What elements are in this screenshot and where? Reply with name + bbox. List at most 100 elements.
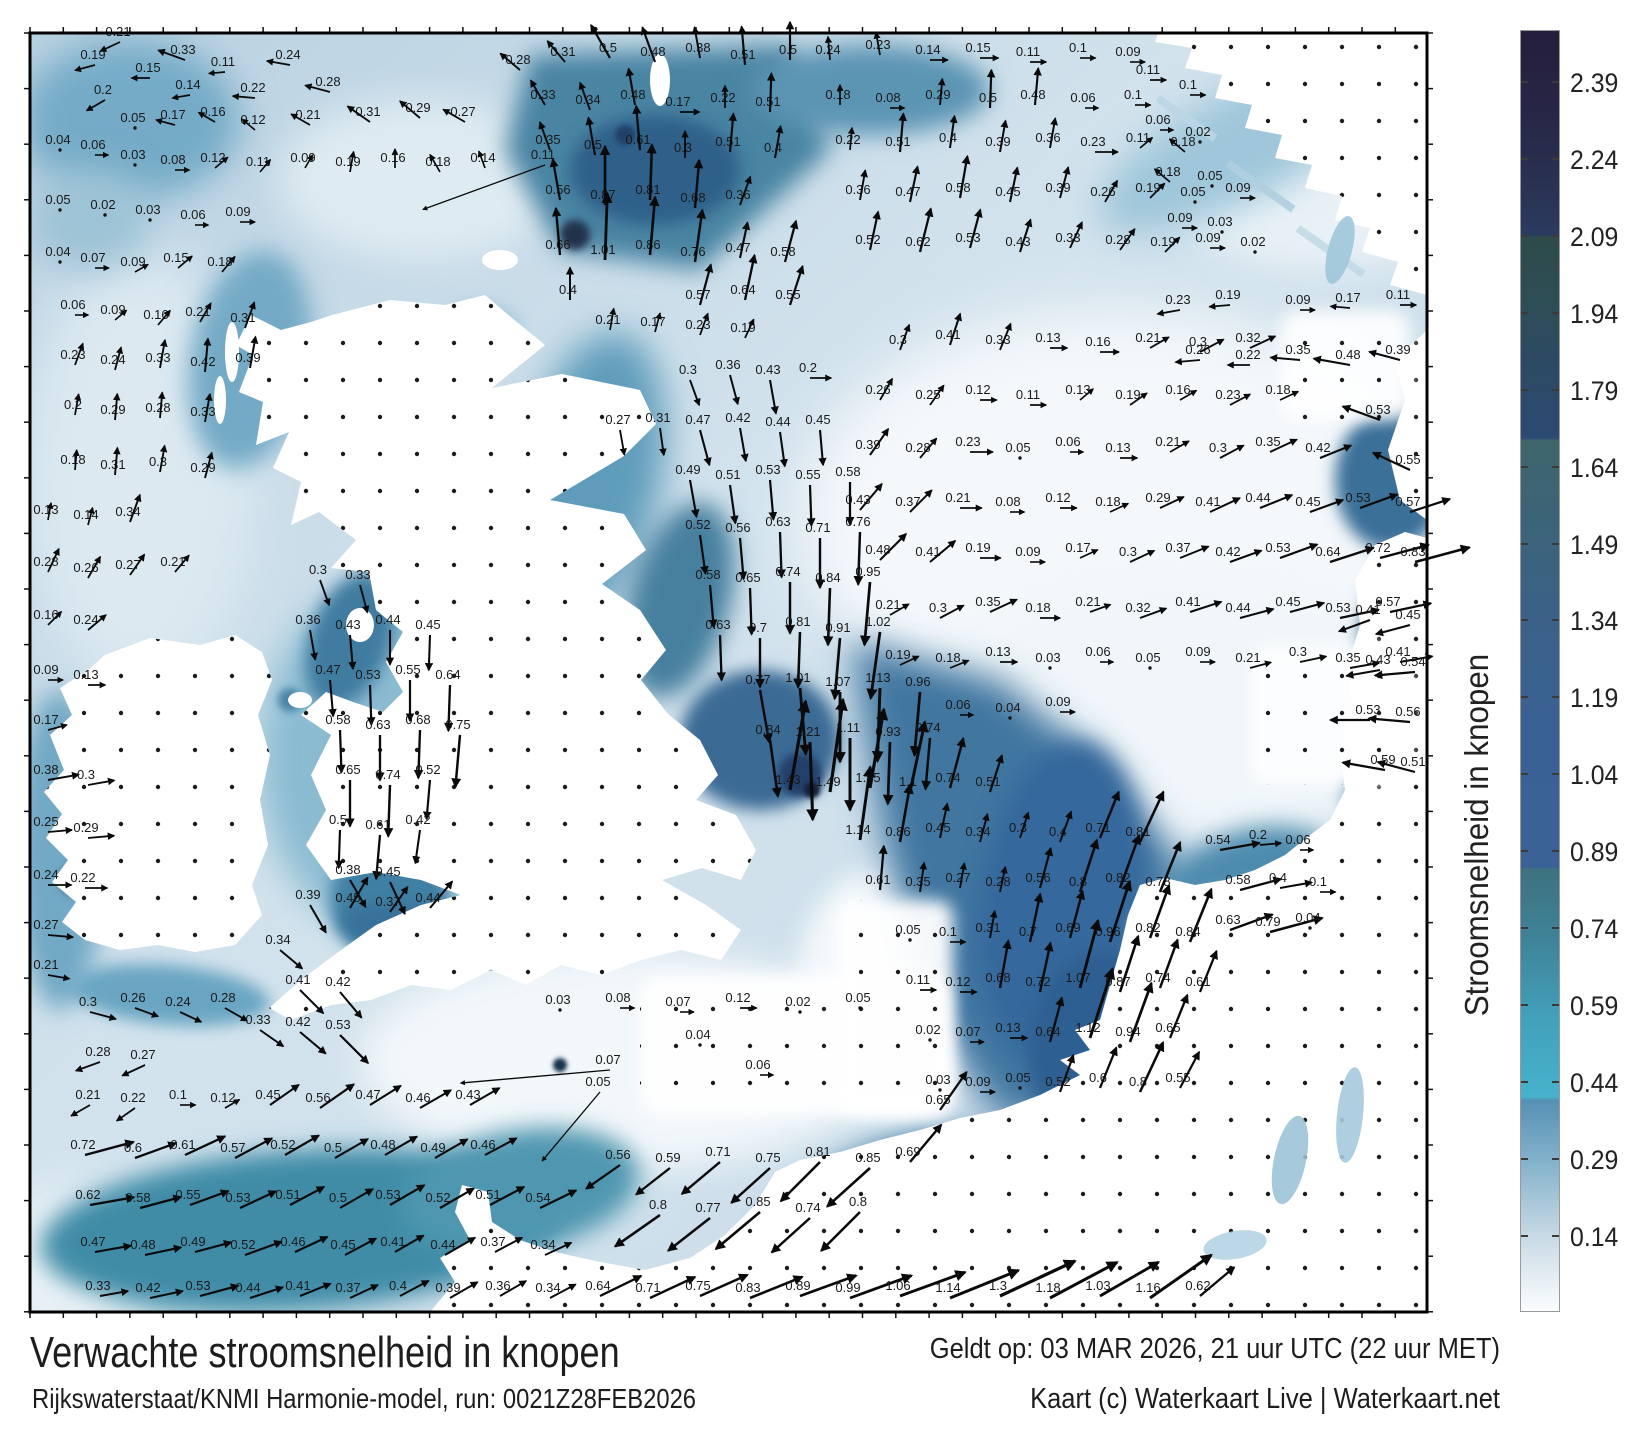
current-vectors-layer: 0.21 0.33 0.19 0.15 0.11 0.24 0.2 0.14 0.22 0.28 0… [33,20,1472,1300]
colorbar-tick-mark [1521,1157,1528,1160]
current-value-label: 0.05 [895,922,920,937]
current-value-label: 0.44 [235,1280,260,1295]
current-direction-arrow [139,1194,183,1210]
slack-current-dot [1008,716,1012,720]
current-direction-arrow [299,1282,332,1297]
current-value-label: 0.45 [805,412,830,427]
current-direction-arrow [730,1167,771,1204]
current-value-label: 0.51 [755,94,780,109]
current-value-label: 0.45 [330,1237,355,1252]
current-direction-arrow [1349,660,1381,669]
current-value-label: 0.43 [755,362,780,377]
current-value-label: 0.45 [1395,607,1420,622]
current-value-label: 0.42 [725,410,750,425]
colorbar-tick-mark [1521,1004,1528,1007]
current-value-label: 0.16 [1085,334,1110,349]
current-value-label: 0.41 [1355,602,1380,617]
current-direction-arrow [336,729,346,774]
slack-current-dot [58,260,62,264]
current-direction-arrow [826,1167,871,1208]
colorbar-tick-label: 1.34 [1570,606,1619,637]
colorbar-tick-mark [1552,388,1559,391]
current-value-label: 0.81 [805,1144,830,1159]
current-value-label: 0.03 [1207,214,1232,229]
current-value-label: 0.33 [245,1012,270,1027]
current-value-label: 0.11 [1016,44,1040,59]
current-value-label: 0.19 [80,47,105,62]
current-value-label: 0.53 [755,462,780,477]
current-value-label: 0.02 [915,1022,940,1037]
current-value-label: 0.23 [1080,134,1105,149]
current-value-label: 0.16 [380,150,405,165]
current-value-label: 0.21 [875,597,900,612]
current-value-label: 0.86 [885,824,910,839]
current-direction-arrow [129,493,142,523]
current-value-label: 0.19 [885,647,910,662]
current-value-label: 0.48 [865,542,890,557]
current-value-label: 0.43 [455,1087,480,1102]
current-direction-arrow [189,1189,230,1207]
current-value-label: 1.12 [1075,1020,1100,1035]
current-value-label: 0.02 [1185,124,1210,139]
current-value-label: 0.16 [1165,382,1190,397]
colorbar-tick-mark [1552,850,1559,853]
current-direction-arrow [47,826,73,835]
colorbar-tick-mark [1552,1157,1559,1160]
current-value-label: 0.21 [33,957,58,972]
colorbar [1520,30,1560,1312]
current-value-label: 0.28 [315,74,340,89]
colorbar-tick-mark [1521,388,1528,391]
current-direction-arrow [999,322,1012,351]
current-direction-arrow [1149,336,1170,349]
current-direction-arrow [868,210,881,251]
current-direction-arrow [1089,603,1112,613]
current-value-label: 1.3 [989,1278,1007,1293]
current-value-label: 1.06 [885,1278,910,1293]
current-direction-arrow [159,444,168,473]
current-value-label: 1.49 [815,774,840,789]
current-direction-arrow [412,829,422,865]
current-value-label: 0.56 [725,520,750,535]
current-value-label: 0.48 [370,1137,395,1152]
current-direction-arrow [339,1188,375,1209]
current-direction-arrow [87,506,95,526]
current-direction-arrow [1149,1253,1213,1300]
current-value-label: 0.05 [585,1074,610,1089]
current-direction-arrow [779,1161,821,1203]
current-value-label: 0.45 [415,617,440,632]
current-direction-arrow [239,1190,278,1209]
current-direction-arrow [1209,497,1241,513]
current-direction-arrow [774,124,784,159]
current-direction-arrow [1069,221,1083,249]
current-direction-arrow [334,1138,370,1159]
current-value-label: 0.68 [680,190,705,205]
slack-current-dot [798,1010,802,1014]
current-direction-arrow [87,777,116,786]
current-direction-arrow [1079,548,1099,559]
current-direction-arrow [1179,389,1198,401]
current-value-label: 0.12 [945,974,970,989]
current-value-label: 0.1 [1309,874,1327,889]
current-value-label: 0.23 [955,434,980,449]
current-direction-arrow [339,991,363,1019]
current-value-label: 0.3 [679,362,697,377]
current-direction-arrow [328,679,337,718]
current-direction-arrow [349,1284,379,1299]
current-value-label: 0.3 [1119,544,1137,559]
current-direction-arrow [986,68,996,109]
current-value-label: 0.55 [775,287,800,302]
current-direction-arrow [1179,545,1210,559]
current-value-label: 0.45 [1275,594,1300,609]
colorbar-tick-mark [1552,1234,1559,1237]
current-value-label: 0.19 [1150,234,1175,249]
current-direction-arrow [1118,934,1141,993]
valid-time: Geldt op: 03 MAR 2026, 21 uur UTC (22 uu… [929,1333,1500,1365]
current-direction-arrow [948,736,966,789]
current-value-label: 0.72 [70,1137,95,1152]
current-direction-arrow [1309,498,1345,513]
current-value-label: 0.06 [60,297,85,312]
colorbar-tick-mark [1521,157,1528,160]
current-value-label: 0.19 [965,540,990,555]
current-value-label: 0.55 [1165,1070,1190,1085]
